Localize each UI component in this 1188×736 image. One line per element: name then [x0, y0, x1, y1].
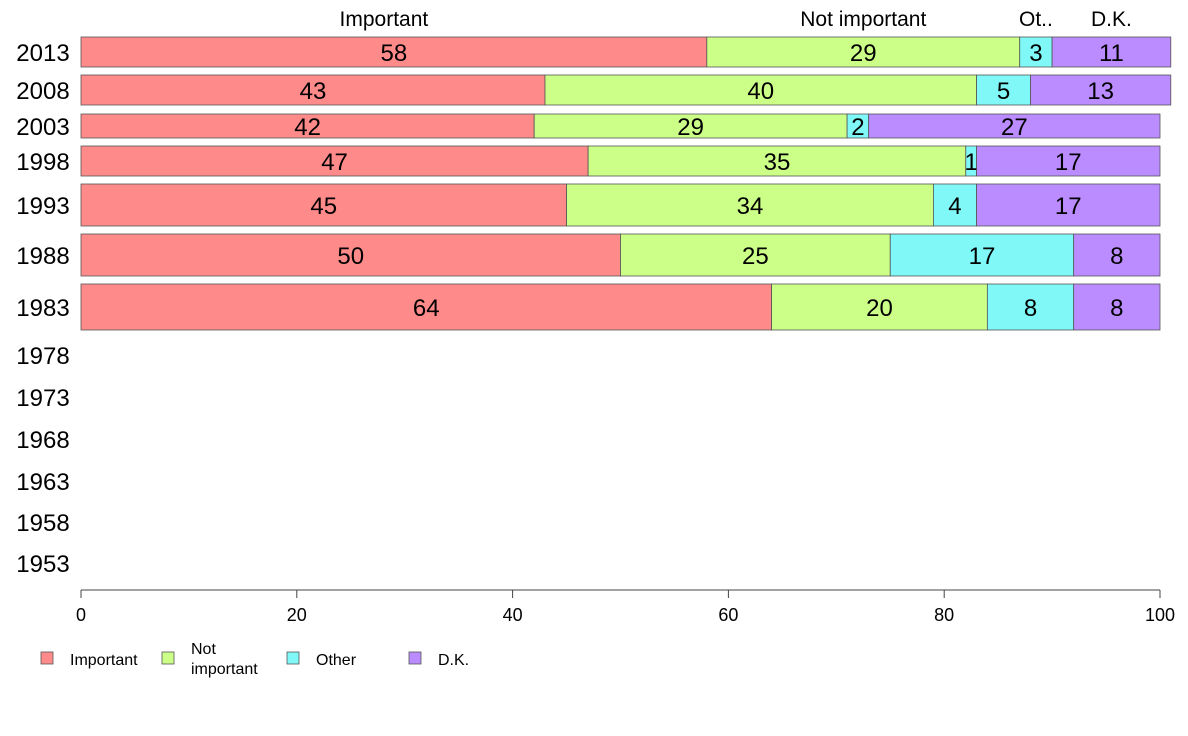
bar-value-1988-0: 50 — [337, 243, 364, 270]
bar-1988-0 — [80, 233, 621, 277]
bar-value-1993-2: 4 — [948, 193, 961, 220]
bar-value-1998-3: 17 — [1055, 149, 1082, 176]
x-tick-label-80: 80 — [934, 605, 954, 625]
bar-value-2003-0: 42 — [294, 114, 321, 141]
bar-1983-1 — [771, 283, 988, 331]
x-tick-label-60: 60 — [718, 605, 738, 625]
bar-2003-3 — [868, 113, 1161, 139]
bar-value-1988-3: 8 — [1110, 243, 1123, 270]
year-label-1963: 1963 — [16, 469, 69, 496]
bar-1998-3 — [976, 145, 1161, 177]
bar-value-1993-0: 45 — [310, 193, 337, 220]
bar-2013-3 — [1051, 36, 1172, 68]
year-label-1968: 1968 — [16, 427, 69, 454]
legend-swatch-0 — [40, 651, 54, 665]
bar-value-2003-2: 2 — [851, 114, 864, 141]
bar-value-2008-2: 5 — [997, 78, 1010, 105]
bar-value-2013-2: 3 — [1029, 40, 1042, 67]
bar-1993-2 — [933, 183, 977, 227]
bar-value-2003-3: 27 — [1001, 114, 1028, 141]
year-label-1953: 1953 — [16, 551, 69, 578]
bar-1993-0 — [80, 183, 567, 227]
bar-value-1983-1: 20 — [866, 295, 893, 322]
bar-1983-2 — [986, 283, 1075, 331]
bar-1993-3 — [976, 183, 1161, 227]
year-label-1993: 1993 — [16, 193, 69, 220]
bar-value-1998-2: 1 — [964, 149, 977, 176]
bar-value-1993-3: 17 — [1055, 193, 1082, 220]
column-header-0: Important — [340, 8, 429, 31]
legend-label-1-0: Not — [191, 641, 216, 658]
year-label-1958: 1958 — [16, 510, 69, 537]
bar-2013-2 — [1019, 36, 1053, 68]
bar-1998-0 — [80, 145, 589, 177]
bar-2008-2 — [976, 74, 1031, 106]
bar-value-1998-0: 47 — [321, 149, 348, 176]
bar-value-2013-0: 58 — [381, 40, 408, 67]
legend-swatch-2 — [286, 651, 300, 665]
bar-2008-1 — [544, 74, 977, 106]
bar-1988-3 — [1073, 233, 1161, 277]
bar-1998-1 — [587, 145, 967, 177]
year-label-2003: 2003 — [16, 114, 69, 141]
legend-label-2: Other — [316, 652, 357, 669]
bar-value-1993-1: 34 — [737, 193, 764, 220]
bar-value-2008-3: 13 — [1087, 78, 1114, 105]
bar-value-1983-3: 8 — [1110, 295, 1123, 322]
bar-2008-0 — [80, 74, 546, 106]
bar-1988-1 — [620, 233, 891, 277]
bar-1983-0 — [80, 283, 772, 331]
year-label-1973: 1973 — [16, 385, 69, 412]
bar-2003-1 — [533, 113, 848, 139]
column-header-3: D.K. — [1091, 8, 1132, 31]
bar-2003-0 — [80, 113, 535, 139]
bar-2013-1 — [706, 36, 1021, 68]
bar-2008-3 — [1030, 74, 1172, 106]
bar-1983-3 — [1073, 283, 1161, 331]
year-label-1998: 1998 — [16, 149, 69, 176]
bar-value-1988-2: 17 — [969, 243, 996, 270]
legend-swatch-1 — [161, 651, 175, 665]
bar-value-2013-3: 11 — [1099, 40, 1124, 67]
bar-value-2008-0: 43 — [300, 78, 327, 105]
bar-value-2003-1: 29 — [677, 114, 704, 141]
bar-2013-0 — [80, 36, 708, 68]
bar-1993-1 — [566, 183, 934, 227]
bar-value-1983-2: 8 — [1024, 295, 1037, 322]
bar-value-1988-1: 25 — [742, 243, 769, 270]
x-tick-label-20: 20 — [287, 605, 307, 625]
x-tick-label-100: 100 — [1145, 605, 1175, 625]
column-header-2: Ot.. — [1019, 8, 1053, 31]
x-tick-label-40: 40 — [503, 605, 523, 625]
legend-swatch-3 — [408, 651, 422, 665]
year-label-1988: 1988 — [16, 243, 69, 270]
bar-value-2013-1: 29 — [850, 40, 877, 67]
bar-value-1998-1: 35 — [764, 149, 791, 176]
legend-label-1-1: important — [191, 661, 258, 678]
legend-label-0: Important — [70, 652, 138, 669]
year-label-2013: 2013 — [16, 40, 69, 67]
x-tick-label-0: 0 — [76, 605, 86, 625]
bar-value-1983-0: 64 — [413, 295, 440, 322]
legend-label-3: D.K. — [438, 652, 469, 669]
year-label-1983: 1983 — [16, 295, 69, 322]
column-header-1: Not important — [800, 8, 926, 31]
year-label-2008: 2008 — [16, 78, 69, 105]
year-label-1978: 1978 — [16, 343, 69, 370]
bar-value-2008-1: 40 — [747, 78, 774, 105]
